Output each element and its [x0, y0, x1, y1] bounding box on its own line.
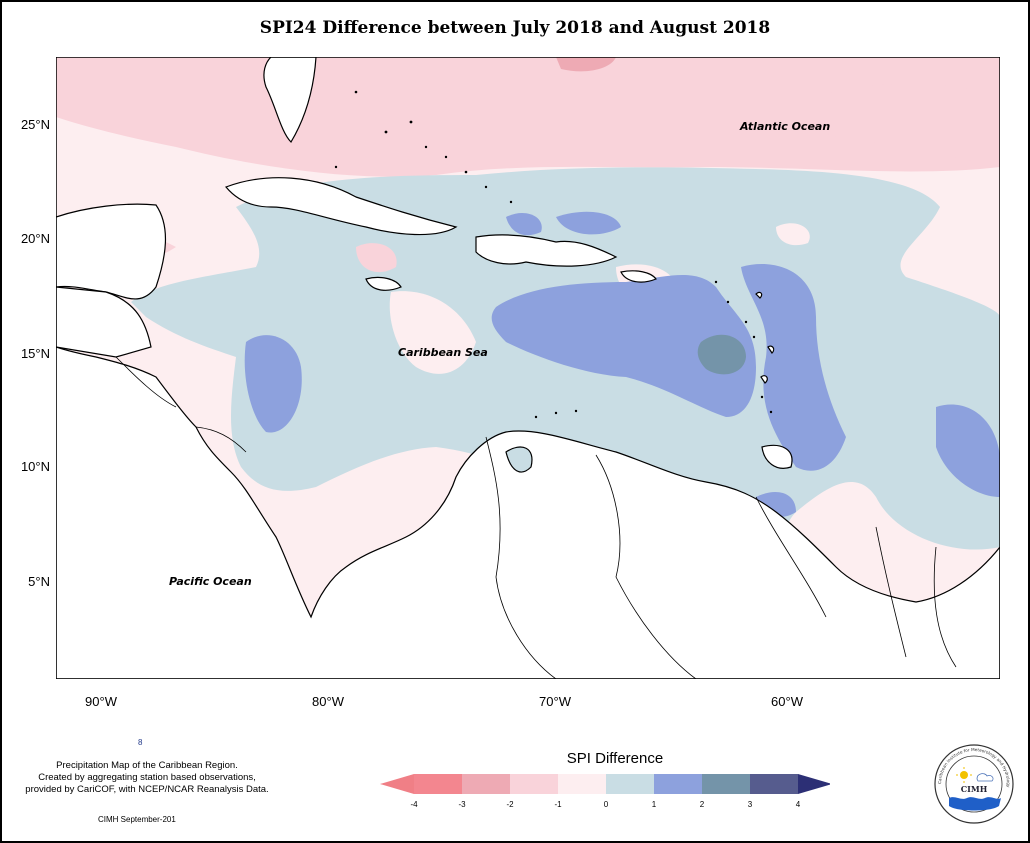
lat-label-15n: 15°N: [20, 346, 50, 361]
land-lake-maracaibo: [505, 446, 533, 473]
legend-swatch: [462, 774, 510, 794]
waves-icon: [949, 797, 1001, 811]
footer-note-line: Precipitation Map of the Caribbean Regio…: [56, 760, 238, 771]
footer-mark: 8: [138, 738, 143, 747]
land-jamaica: [365, 276, 402, 291]
footer-note: Precipitation Map of the Caribbean Regio…: [4, 760, 290, 796]
land-yucatan: [56, 203, 166, 300]
lat-label-20n: 20°N: [20, 231, 50, 246]
label-atlantic-ocean: Atlantic Ocean: [740, 120, 831, 133]
legend-swatch: [750, 774, 798, 794]
positive-spot-bahamas-east: [556, 211, 621, 235]
negative-pocket-caribbean: [389, 291, 476, 374]
land-barbados: [760, 375, 768, 384]
land-trinidad: [761, 444, 793, 469]
legend-swatch: [702, 774, 750, 794]
lat-label-5n: 5°N: [28, 574, 50, 589]
land-martinique: [767, 345, 775, 354]
lon-label-90w: 90°W: [85, 694, 117, 709]
legend-tick-label: -1: [554, 800, 562, 809]
cimh-logo: CIMH Caribbean Institute for Meteorology…: [933, 743, 1015, 825]
legend-tick-label: 4: [795, 800, 801, 809]
legend-tick-label: -4: [410, 800, 418, 809]
lat-label-10n: 10°N: [20, 459, 50, 474]
island-dots: [334, 90, 773, 419]
borders: [115, 356, 957, 679]
legend-tick-label: 2: [699, 800, 705, 809]
legend-arrow-right: [798, 774, 830, 794]
cloud-icon: [976, 773, 994, 782]
legend-swatch: [654, 774, 702, 794]
footer-credit: CIMH September-201: [98, 815, 176, 824]
sun-icon: [960, 771, 968, 779]
land-cuba: [224, 177, 458, 236]
cimh-logo-graphic: CIMH Caribbean Institute for Meteorology…: [934, 744, 1014, 824]
land-central-south-america: [56, 346, 1000, 679]
legend-swatch: [510, 774, 558, 794]
land-florida: [263, 57, 317, 143]
legend-title: SPI Difference: [566, 750, 664, 767]
label-pacific-ocean: Pacific Ocean: [169, 575, 252, 588]
logo-center-text: CIMH: [961, 784, 988, 794]
footer-note-line: provided by CariCOF, with NCEP/NCAR Rean…: [25, 784, 269, 795]
legend-colorbar: [380, 774, 830, 794]
legend-swatch: [606, 774, 654, 794]
positive-zone-windward: [741, 264, 846, 471]
legend-swatch: [558, 774, 606, 794]
lon-label-70w: 70°W: [539, 694, 571, 709]
legend-tick-label: -3: [458, 800, 466, 809]
legend-arrow-left: [380, 774, 414, 794]
positive-zone-west-caribbean: [244, 335, 302, 433]
footer-note-line: Created by aggregating station based obs…: [38, 772, 256, 783]
negative-zone-northeast: [805, 83, 1000, 167]
land-guadeloupe: [755, 291, 763, 299]
positive-spot-bahamas: [506, 212, 542, 236]
legend-swatch: [414, 774, 462, 794]
spi-difference-map: [56, 57, 1000, 679]
legend-tick-label: 0: [603, 800, 609, 809]
lat-label-25n: 25°N: [20, 117, 50, 132]
legend-tick-label: -2: [506, 800, 514, 809]
land-mexico-guatemala: [56, 286, 152, 358]
lon-label-80w: 80°W: [312, 694, 344, 709]
positive-zone-atlantic-east: [936, 404, 1000, 497]
land-hispaniola: [475, 234, 618, 267]
legend-swatches: [380, 774, 830, 794]
positive-zone-east-caribbean: [491, 275, 756, 417]
label-caribbean-sea: Caribbean Sea: [398, 346, 488, 359]
map-title: SPI24 Difference between July 2018 and A…: [259, 18, 771, 38]
map-panel: [56, 57, 1000, 679]
strong-negative-patch: [556, 57, 616, 72]
negative-pocket-jamaica: [356, 243, 397, 273]
negative-pocket-atlantic: [776, 223, 810, 246]
legend-tick-label: 3: [747, 800, 753, 809]
land-puerto-rico: [620, 270, 657, 283]
legend-tick-label: 1: [651, 800, 657, 809]
land-masses: [56, 57, 1000, 679]
positive-core: [697, 334, 746, 375]
lon-label-60w: 60°W: [771, 694, 803, 709]
